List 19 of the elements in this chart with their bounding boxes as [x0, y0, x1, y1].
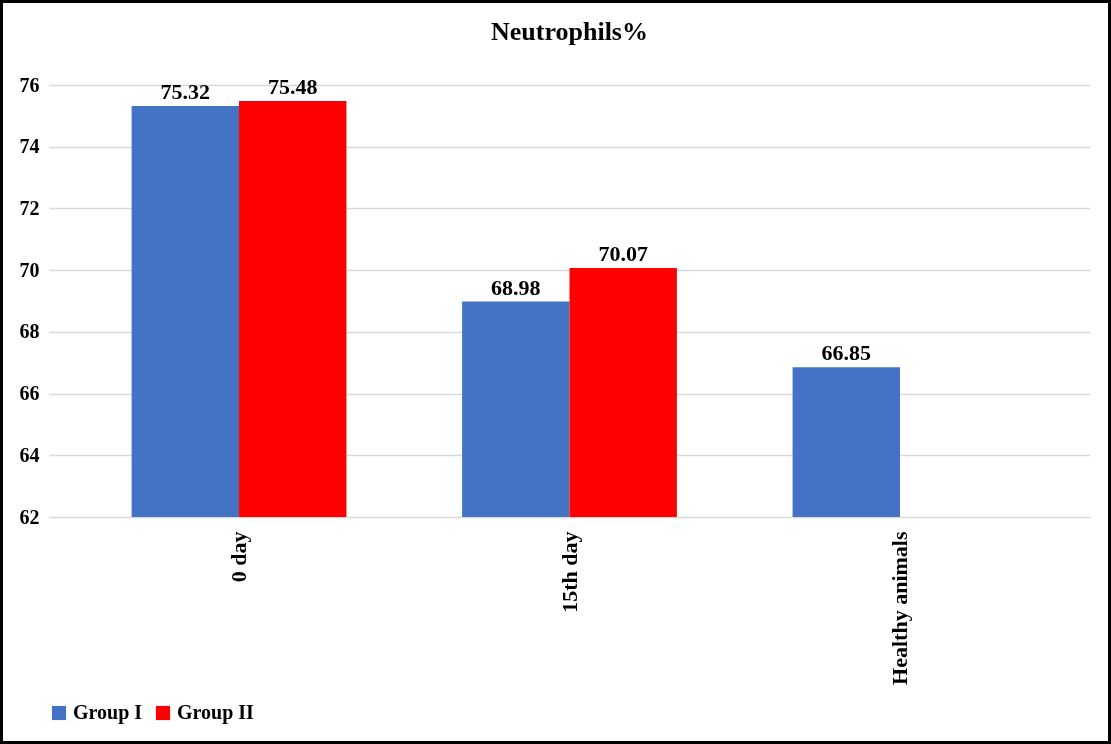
data-label: 68.98	[491, 274, 541, 300]
y-tick-label: 74	[19, 135, 40, 158]
y-tick-label: 62	[19, 505, 40, 528]
legend-label: Group II	[177, 701, 255, 724]
chart-title: Neutrophils%	[491, 17, 648, 46]
data-label: 66.85	[821, 340, 872, 366]
x-tick-label: Healthy animals	[886, 531, 912, 685]
y-tick-label: 64	[19, 443, 40, 466]
data-label: 75.48	[267, 74, 318, 100]
y-tick-label: 76	[19, 73, 40, 96]
x-tick-label: 0 day	[226, 531, 252, 583]
legend-label: Group I	[73, 701, 143, 724]
y-tick-label: 66	[19, 382, 40, 405]
y-tick-label: 72	[19, 196, 40, 219]
x-tick-label: 15th day	[556, 531, 582, 613]
data-label: 75.32	[160, 78, 211, 104]
data-label: 70.07	[598, 240, 648, 266]
y-tick-label: 70	[19, 258, 40, 281]
y-tick-label: 68	[19, 320, 40, 343]
